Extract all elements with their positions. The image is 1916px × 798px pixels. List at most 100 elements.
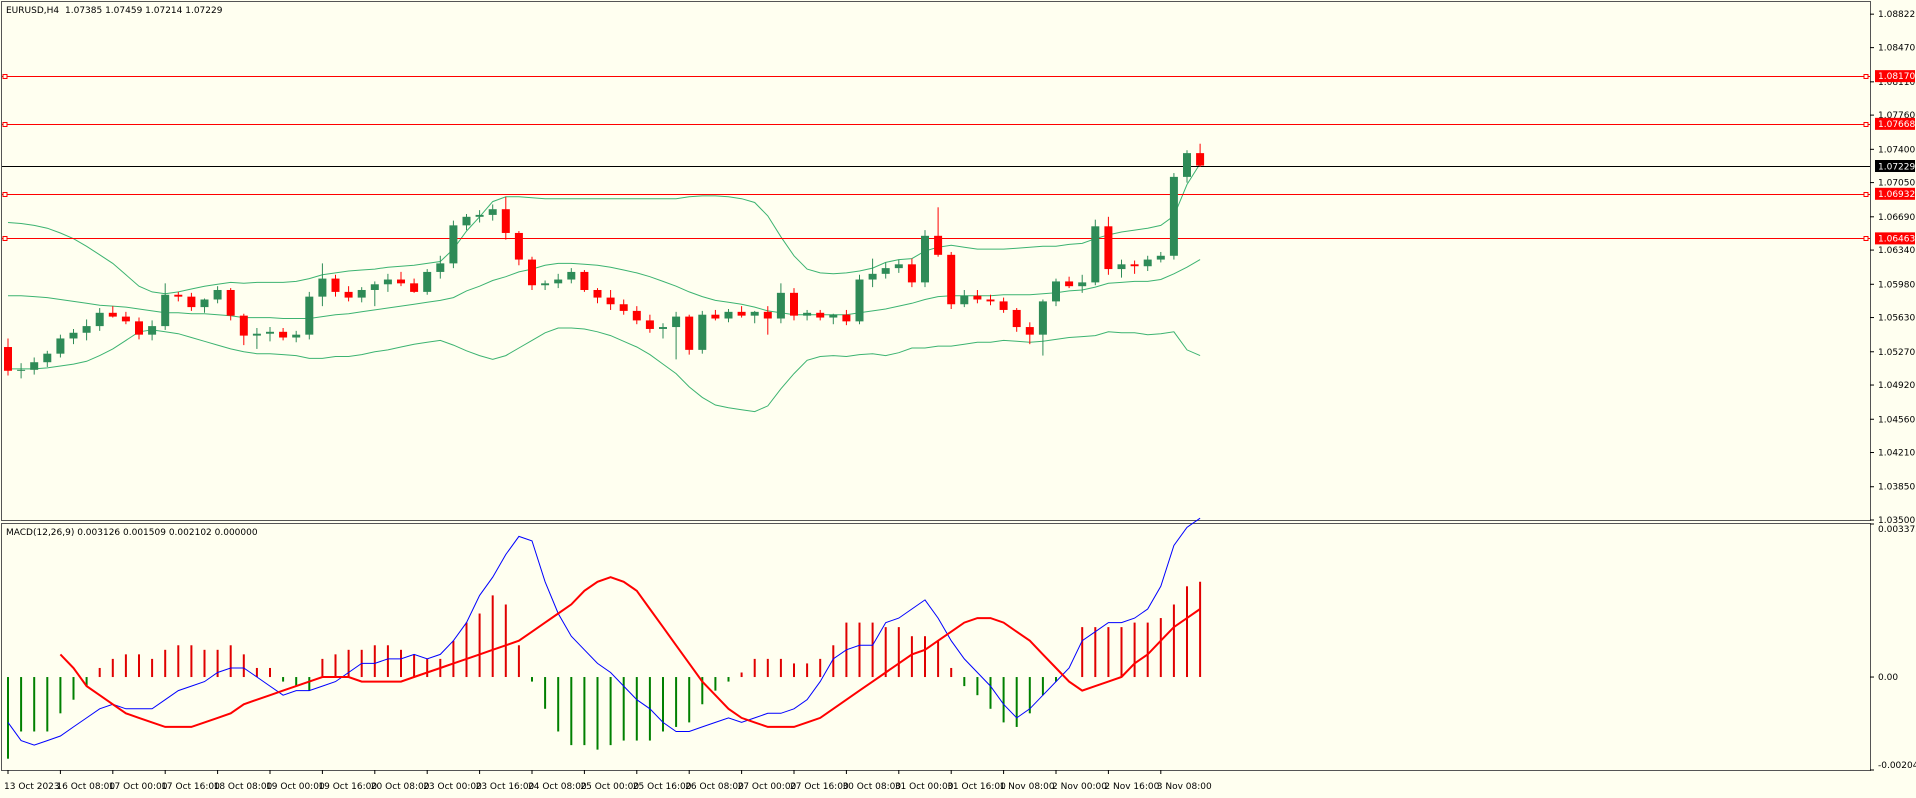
time-axis-label: 26 Oct 08:00: [685, 782, 744, 792]
candle-body-bull: [56, 338, 65, 354]
candle-body-bull: [1052, 281, 1060, 302]
candle-body-bear: [1196, 153, 1205, 166]
price-axis-label: 1.04920: [1878, 381, 1915, 391]
time-axis-label: 30 Oct 08:00: [842, 782, 901, 792]
candle-body-bull: [305, 296, 314, 335]
time-axis-label: 31 Oct 00:00: [895, 782, 954, 792]
candle-body-bull: [148, 326, 157, 335]
level-anchor-right[interactable]: [1863, 192, 1869, 197]
candle-body-bull: [868, 273, 877, 280]
candle-body-bull: [567, 271, 576, 280]
price-tags: 1.08170 1.07668 1.06932 1.06463 1.07229: [1875, 70, 1915, 245]
time-axis-label: 25 Oct 16:00: [633, 782, 692, 792]
level-anchor-left[interactable]: [2, 74, 8, 79]
level-anchor-right[interactable]: [1863, 74, 1869, 79]
price-axis-label: 1.04560: [1878, 415, 1915, 425]
candle-body-bear: [174, 294, 183, 297]
level-anchor-left[interactable]: [2, 236, 8, 241]
price-axis-label: 1.05630: [1878, 314, 1915, 324]
ohlc-readout: 1.07385 1.07459 1.07214 1.07229: [65, 6, 223, 16]
candle-body-bear: [711, 314, 720, 319]
candle-body-bear: [1065, 281, 1074, 287]
candle-body-bear: [135, 321, 143, 335]
price-axis-label: 1.03850: [1878, 483, 1915, 493]
candle-body-bull: [95, 312, 104, 327]
price-level-tag-label: 1.08170: [1878, 72, 1915, 82]
candle-body-bull: [266, 331, 274, 334]
candle-body-bull: [1183, 153, 1191, 177]
bollinger-middle-line: [8, 259, 1201, 319]
candle-body-bear: [934, 235, 943, 255]
bollinger-bands: [7, 163, 1201, 413]
candle-body-bear: [816, 312, 825, 318]
candle-body-bear: [973, 295, 982, 300]
time-axis-label: 1 Nov 08:00: [1000, 782, 1055, 792]
candle-body-bull: [213, 289, 222, 300]
candle-body-bull: [829, 314, 838, 318]
candle-body-bull: [921, 235, 929, 283]
price-axis-label: 1.08822: [1878, 10, 1915, 20]
candle-body-bear: [121, 316, 130, 322]
bollinger-lower-line: [8, 327, 1201, 413]
candle-body-bull: [1156, 255, 1165, 260]
price-axis-label: 1.08470: [1878, 44, 1915, 54]
macd-axis-label: 0.00: [1878, 673, 1898, 683]
candle-body-bear: [528, 259, 536, 286]
candle-body-bull: [881, 268, 890, 274]
price-axis: 1.08822 1.08470 1.08110 1.07760 1.07400 1.070…: [1870, 10, 1915, 526]
candle-body-bear: [842, 314, 851, 322]
candle-body-bull: [1143, 259, 1152, 267]
macd-panel[interactable]: [1, 523, 1871, 771]
candle-body-bull: [803, 312, 812, 316]
candle-body-bear: [790, 292, 798, 316]
candle-body-bear: [1025, 327, 1034, 335]
price-axis-label: 1.06340: [1878, 246, 1915, 256]
price-axis-label: 1.05270: [1878, 348, 1915, 358]
candle-body-bull: [1091, 226, 1100, 283]
candle-body-bull: [541, 283, 550, 286]
candle-body-bull: [659, 327, 667, 329]
candle-body-bull: [252, 333, 261, 336]
time-axis-label: 18 Oct 08:00: [214, 782, 273, 792]
candle-body-bull: [475, 214, 484, 217]
candle-body-bear: [410, 283, 419, 292]
candle-body-bull: [292, 334, 301, 338]
candle-body-bear: [108, 312, 117, 317]
candle-body-bull: [200, 299, 209, 308]
candle-body-bull: [436, 263, 445, 272]
macd-signal-line: [59, 576, 1201, 728]
candle-body-bear: [632, 310, 641, 321]
current-price-tag-label: 1.07229: [1878, 163, 1915, 173]
level-anchor-left[interactable]: [2, 192, 8, 197]
macd-axis-label: 0.003373: [1878, 525, 1916, 535]
level-anchor-right[interactable]: [1863, 236, 1869, 241]
macd-axis: 0.003373 0.00 -0.002049: [1870, 523, 1916, 771]
price-axis-label: 1.03500: [1878, 516, 1915, 526]
time-axis-label: 17 Oct 16:00: [161, 782, 220, 792]
price-level-tag: [1875, 70, 1915, 83]
candle-body-bull: [1169, 176, 1178, 256]
price-level-tag: [1875, 232, 1915, 245]
time-axis-label: 20 Oct 08:00: [371, 782, 430, 792]
candle-body-bear: [1130, 264, 1139, 267]
price-level-tag-label: 1.06463: [1878, 234, 1915, 244]
price-panel[interactable]: [1, 1, 1871, 521]
macd-axis-label: -0.002049: [1878, 761, 1916, 771]
bollinger-upper-line: [7, 163, 1201, 295]
candle-body-bull: [30, 362, 39, 370]
candle-body-bull: [161, 294, 170, 327]
candle-body-bull: [855, 279, 864, 322]
candle-body-bull: [554, 279, 563, 284]
level-anchor-left[interactable]: [2, 122, 8, 127]
candle-body-bear: [999, 301, 1008, 310]
level-anchor-right[interactable]: [1863, 122, 1869, 127]
time-axis-label: 3 Nov 08:00: [1157, 782, 1212, 792]
candle-body-bear: [986, 299, 995, 302]
candle-body-bear: [737, 311, 746, 316]
candle-body-bull: [698, 314, 707, 350]
candle-body-bear: [331, 278, 340, 292]
candle-body-bear: [279, 331, 288, 338]
